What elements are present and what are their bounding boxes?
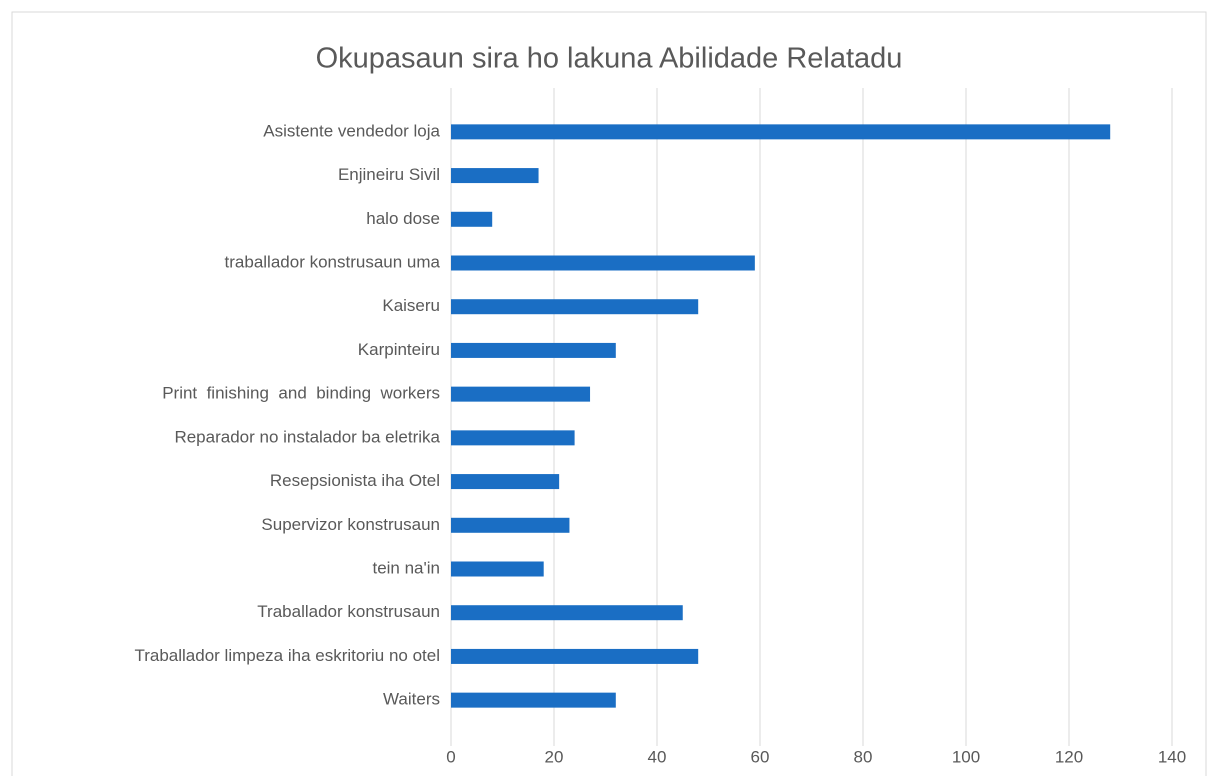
y-tick-label: Reparador no instalador ba eletrika [174, 427, 440, 446]
x-tick-label: 80 [854, 747, 873, 766]
bar [451, 474, 560, 490]
bar [451, 430, 575, 446]
y-tick-label: Karpinteiru [358, 340, 440, 359]
bar [451, 255, 755, 271]
bar [451, 299, 699, 315]
bar [451, 211, 493, 227]
y-tick-label: Resepsionista iha Otel [270, 471, 440, 490]
bar [451, 168, 539, 184]
bar [451, 124, 1111, 140]
y-tick-label: tein na'in [372, 558, 440, 577]
y-tick-label: Traballador konstrusaun [257, 602, 440, 621]
bar [451, 386, 591, 402]
x-tick-label: 140 [1158, 747, 1186, 766]
x-tick-label: 40 [648, 747, 667, 766]
bar [451, 605, 683, 621]
x-tick-label: 120 [1055, 747, 1083, 766]
x-tick-label: 20 [545, 747, 564, 766]
x-tick-label: 100 [952, 747, 980, 766]
bar [451, 692, 616, 708]
bar [451, 648, 699, 664]
x-tick-label: 0 [446, 747, 455, 766]
y-tick-label: Traballador limpeza iha eskritoriu no ot… [134, 646, 440, 665]
y-tick-label: Kaiseru [382, 296, 440, 315]
y-tick-label: Waiters [383, 690, 440, 709]
y-tick-label: Enjineiru Sivil [338, 165, 440, 184]
bar [451, 561, 544, 577]
y-tick-label: Asistente vendedor loja [263, 121, 440, 140]
y-tick-label: traballador konstrusaun uma [225, 252, 441, 271]
bar [451, 342, 616, 358]
x-tick-label: 60 [751, 747, 770, 766]
y-tick-label: Print finishing and binding workers [162, 384, 440, 403]
bar [451, 517, 570, 533]
y-tick-label: Supervizor konstrusaun [261, 515, 440, 534]
y-tick-label: halo dose [366, 209, 440, 228]
chart-title: Okupasaun sira ho lakuna Abilidade Relat… [316, 43, 903, 75]
